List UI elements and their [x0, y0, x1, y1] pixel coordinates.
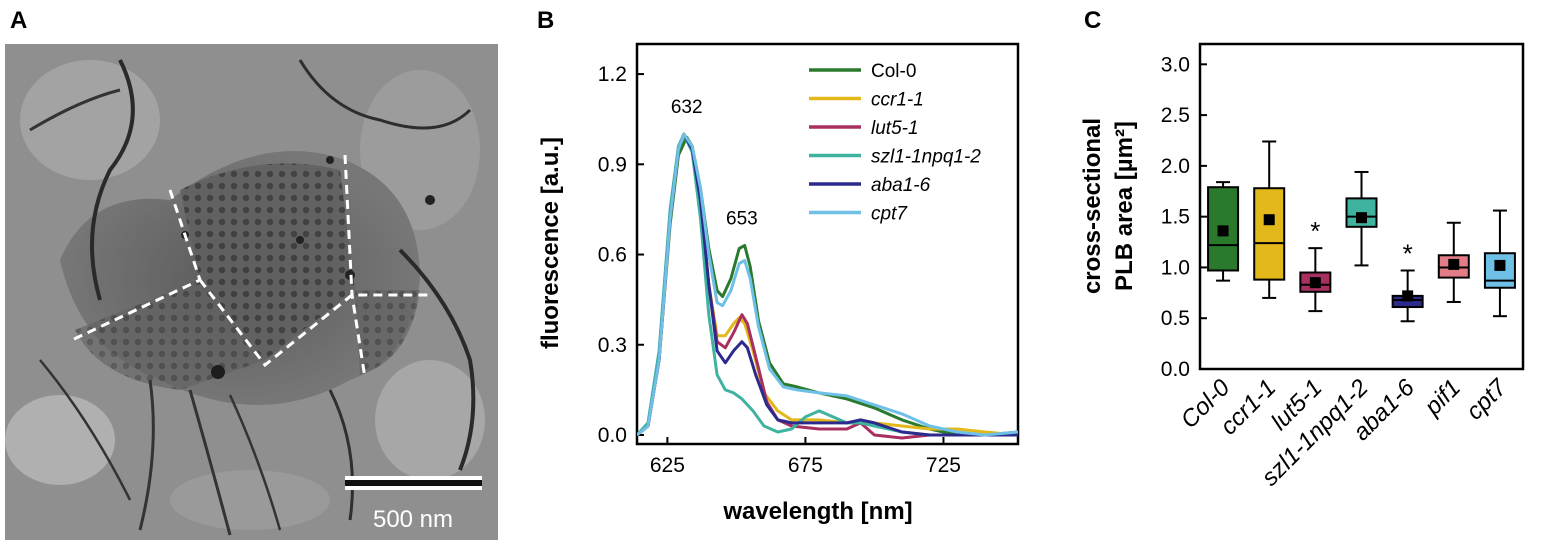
x-tick-label-b: 725 [926, 454, 961, 477]
y-tick-label-b: 0.3 [598, 334, 627, 357]
x-axis-label-b: wavelength [nm] [722, 498, 912, 525]
plot-frame-c [1198, 42, 1525, 371]
y-tick-label-c: 3.0 [1161, 53, 1190, 76]
y-axis-label-c-line2: PLB area [µm²] [1111, 121, 1138, 291]
mean-marker [1402, 290, 1414, 302]
category-label-cpt7: cpt7 [1461, 373, 1513, 425]
mean-marker [1263, 214, 1275, 226]
y-axis-label-b: fluorescence [a.u.] [537, 137, 564, 349]
x-tick-label-b: 675 [788, 454, 823, 477]
legend-label-lut5-1: lut5-1 [871, 118, 919, 139]
micrograph [5, 44, 498, 540]
series-line-cpt7 [637, 132, 1018, 437]
legend-label-ccr1-1: ccr1-1 [871, 90, 924, 111]
box-aba1-6: * [1391, 238, 1424, 323]
panel-label-b: B [537, 7, 554, 34]
box-ccr1-1 [1253, 140, 1286, 299]
scale-bar-label: 500 nm [373, 506, 453, 533]
series-line-Col-0 [637, 135, 1018, 437]
significance-marker: * [1310, 216, 1320, 246]
box-szl1-1npq1-2 [1345, 170, 1378, 267]
significance-marker: * [1403, 238, 1413, 268]
mean-marker [1356, 212, 1367, 224]
legend-label-aba1-6: aba1-6 [871, 175, 931, 196]
fluorescence-chart: 0.0 0.3 0.6 0.9 1.2 625 675 725 632 653 Col-0 cc… [537, 42, 1020, 525]
box-iqr [1253, 187, 1286, 281]
peak-annotation: 632 [671, 97, 703, 118]
y-axis-label-c-line1: cross-sectional [1079, 118, 1106, 294]
panel-label-c: C [1084, 7, 1101, 34]
legend-label-Col-0: Col-0 [871, 61, 916, 82]
legend-label-szl1-1npq1-2: szl1-1npq1-2 [871, 147, 981, 168]
y-tick-label-c: 2.5 [1161, 104, 1190, 127]
scale-bar [345, 476, 482, 480]
series-line-szl1-1npq1-2 [637, 132, 1018, 437]
legend-label-cpt7: cpt7 [871, 204, 908, 225]
y-tick-label-b: 1.2 [598, 63, 627, 86]
panel-label-a: A [10, 7, 27, 34]
mean-marker [1309, 277, 1321, 289]
y-tick-label-b: 0.6 [598, 244, 627, 267]
y-tick-label-b: 0.9 [598, 153, 627, 176]
box-cpt7 [1483, 209, 1516, 318]
peak-annotation: 653 [726, 208, 758, 229]
y-tick-label-c: 0.0 [1161, 358, 1190, 381]
category-label-pif1: pif1 [1419, 374, 1466, 421]
x-tick-label-b: 625 [650, 454, 685, 477]
y-tick-label-c: 0.5 [1161, 307, 1190, 330]
mean-marker [1217, 225, 1229, 237]
y-tick-label-c: 2.0 [1161, 155, 1190, 178]
box-Col-0 [1207, 181, 1240, 282]
box-pif1 [1437, 221, 1470, 303]
plot-frame-b [635, 42, 1020, 446]
y-tick-label-b: 0.0 [598, 424, 627, 447]
mean-marker [1494, 259, 1506, 271]
mean-marker [1448, 258, 1460, 270]
plb-area-boxplot: 0.00.51.01.52.02.53.0 ** Col-0ccr1-1lut5… [1079, 42, 1525, 491]
box-lut5-1: * [1299, 216, 1332, 313]
y-tick-label-c: 1.0 [1161, 256, 1190, 279]
y-tick-label-c: 1.5 [1161, 206, 1190, 229]
